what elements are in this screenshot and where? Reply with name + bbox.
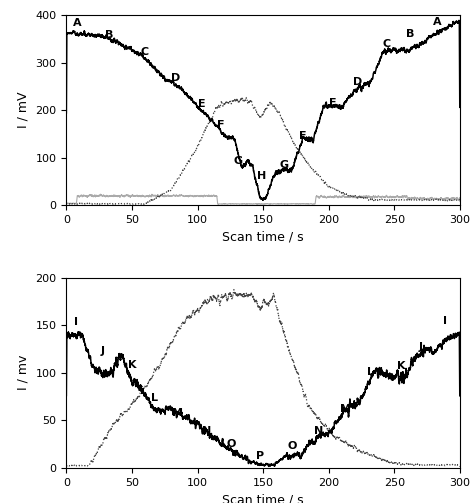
Text: N: N: [313, 427, 323, 437]
Text: E: E: [198, 99, 205, 109]
Text: J: J: [101, 346, 105, 356]
Text: I: I: [73, 317, 78, 327]
Text: K: K: [397, 361, 405, 371]
Y-axis label: I / mV: I / mV: [17, 92, 30, 128]
Text: C: C: [382, 39, 391, 49]
Text: E: E: [329, 98, 337, 108]
Text: G: G: [280, 159, 289, 170]
Text: M: M: [173, 408, 183, 418]
X-axis label: Scan time / s: Scan time / s: [222, 230, 304, 243]
X-axis label: Scan time / s: Scan time / s: [222, 493, 304, 503]
Text: A: A: [433, 17, 442, 27]
Text: H: H: [257, 171, 266, 181]
Text: D: D: [353, 77, 362, 88]
Text: F: F: [299, 131, 306, 141]
Text: P: P: [256, 451, 264, 461]
Text: B: B: [406, 29, 414, 39]
Text: K: K: [128, 360, 136, 370]
Text: F: F: [218, 120, 225, 130]
Text: D: D: [171, 73, 180, 83]
Text: J: J: [419, 342, 422, 352]
Text: I: I: [443, 316, 447, 326]
Text: B: B: [105, 30, 114, 40]
Text: N: N: [202, 427, 211, 437]
Text: G: G: [234, 156, 243, 166]
Text: A: A: [73, 19, 81, 28]
Text: L: L: [367, 367, 374, 377]
Text: C: C: [141, 47, 149, 57]
Text: M: M: [340, 403, 351, 413]
Y-axis label: I / mv: I / mv: [17, 355, 30, 390]
Text: O: O: [287, 441, 297, 451]
Text: O: O: [227, 439, 236, 449]
Text: L: L: [151, 393, 158, 403]
